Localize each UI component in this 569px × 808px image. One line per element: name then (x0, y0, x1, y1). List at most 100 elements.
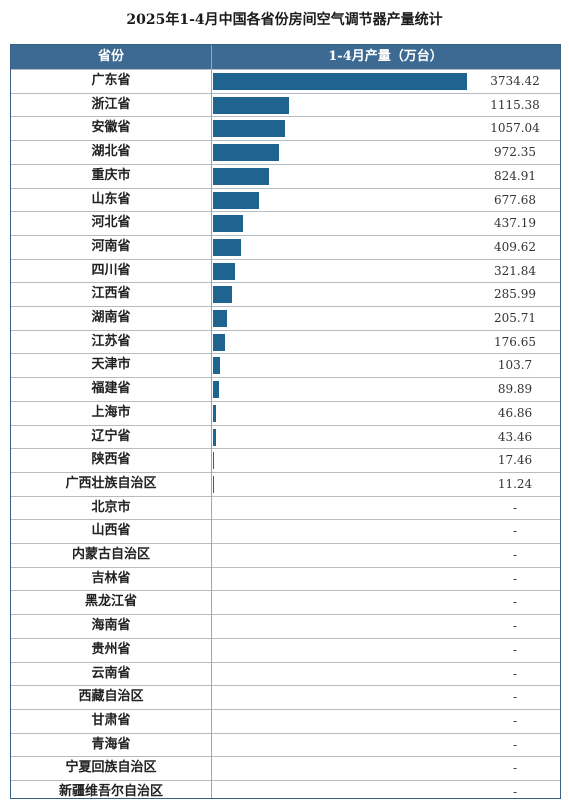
value-label: 285.99 (494, 287, 536, 302)
value-label: - (512, 524, 518, 539)
production-table: 省份 1-4月产量（万台） 广东省 3734.42 浙江省 1115.38 安徽省 105… (10, 44, 561, 799)
province-label: 山西省 (91, 523, 131, 539)
table-row: 贵州省 - (11, 637, 560, 662)
production-bar (213, 452, 215, 470)
value-label: 43.46 (497, 429, 533, 444)
production-bar (213, 167, 270, 185)
header-province: 省份 (97, 49, 124, 64)
value-label: - (512, 619, 518, 634)
province-label: 贵州省 (91, 641, 131, 657)
production-bar (213, 333, 225, 351)
province-label: 湖北省 (91, 144, 131, 160)
table-row: 内蒙古自治区 - (11, 543, 560, 567)
province-label: 海南省 (91, 618, 131, 634)
value-label: - (512, 500, 518, 515)
province-label: 甘肃省 (91, 712, 131, 728)
province-label: 河北省 (91, 215, 131, 231)
province-label: 内蒙古自治区 (71, 547, 150, 562)
value-label: 89.89 (497, 382, 533, 397)
table-row: 广西壮族自治区 11.24 (11, 471, 560, 496)
production-bar (213, 144, 280, 162)
table-row: 辽宁省 43.46 (11, 424, 560, 449)
table-row: 北京市 - (11, 495, 560, 520)
value-label: - (512, 595, 518, 610)
value-label: 103.7 (497, 358, 533, 373)
province-label: 湖南省 (91, 310, 131, 325)
table-row: 山西省 - (11, 519, 560, 543)
table-row: 浙江省 1115.38 (11, 92, 560, 117)
production-bar (213, 96, 289, 114)
value-label: 176.65 (494, 334, 536, 349)
table-row: 黑龙江省 - (11, 590, 560, 614)
value-label: 677.68 (494, 192, 536, 207)
table-row: 甘肃省 - (11, 708, 560, 733)
table-row: 湖北省 972.35 (11, 140, 560, 164)
table-header: 省份 1-4月产量（万台） (11, 45, 560, 69)
value-label: 409.62 (494, 239, 536, 254)
table-row: 云南省 - (11, 661, 560, 686)
province-label: 福建省 (91, 381, 131, 397)
production-bar (213, 120, 285, 138)
production-bar (213, 310, 227, 327)
province-label: 辽宁省 (91, 428, 131, 444)
chart-title: 2025年1-4月中国各省份房间空气调节器产量统计 (126, 12, 443, 28)
province-label: 江苏省 (91, 333, 131, 349)
production-bar (213, 381, 220, 399)
production-bar (213, 475, 214, 493)
table-row: 重庆市 824.91 (11, 163, 560, 188)
table-row: 吉林省 - (11, 566, 560, 591)
value-label: 205.71 (494, 311, 536, 325)
province-label: 广西壮族自治区 (65, 475, 157, 491)
table-row: 天津市 103.7 (11, 353, 560, 377)
production-bar (213, 404, 217, 422)
value-label: 11.24 (497, 476, 533, 491)
province-label: 北京市 (91, 499, 131, 515)
table-row: 上海市 46.86 (11, 400, 560, 425)
value-label: 321.84 (494, 263, 536, 278)
province-label: 广东省 (91, 73, 131, 88)
table-row: 河南省 409.62 (11, 234, 560, 259)
province-label: 天津市 (91, 357, 131, 373)
province-label: 河南省 (91, 238, 131, 254)
province-label: 重庆市 (91, 167, 131, 183)
value-label: - (512, 785, 518, 799)
value-label: 1115.38 (490, 97, 540, 112)
table-row: 广东省 3734.42 (11, 69, 560, 93)
province-label: 四川省 (91, 262, 131, 278)
table-row: 海南省 - (11, 614, 560, 638)
value-label: - (512, 642, 518, 657)
table-row: 江苏省 176.65 (11, 329, 560, 354)
table-row: 宁夏回族自治区 - (11, 756, 560, 780)
value-label: - (512, 690, 518, 705)
province-label: 云南省 (91, 665, 131, 681)
value-label: - (512, 548, 518, 562)
value-label: 437.19 (494, 216, 536, 231)
table-row: 河北省 437.19 (11, 211, 560, 235)
production-bar (213, 191, 260, 209)
value-label: 972.35 (494, 145, 536, 160)
production-bar (213, 215, 243, 233)
table-row: 山东省 677.68 (11, 187, 560, 212)
table-row: 四川省 321.84 (11, 258, 560, 283)
value-label: - (512, 713, 518, 728)
table-row: 青海省 - (11, 732, 560, 757)
production-bar (213, 262, 235, 280)
production-bar (213, 73, 467, 90)
province-label: 陕西省 (91, 452, 131, 468)
table-row: 湖南省 205.71 (11, 306, 560, 330)
production-bar (213, 428, 216, 446)
value-label: 824.91 (494, 168, 536, 183)
province-label: 江西省 (91, 286, 131, 302)
province-label: 吉林省 (91, 570, 131, 586)
province-label: 宁夏回族自治区 (65, 760, 157, 776)
table-row: 新疆维吾尔自治区 - (11, 780, 560, 804)
production-bar (213, 357, 221, 375)
value-label: 1057.04 (490, 121, 540, 136)
province-label: 山东省 (91, 191, 131, 207)
province-label: 浙江省 (91, 96, 131, 112)
province-label: 安徽省 (91, 120, 131, 136)
province-label: 青海省 (91, 736, 131, 752)
header-value: 1-4月产量（万台） (328, 49, 443, 64)
column-divider (211, 45, 212, 798)
province-label: 上海市 (91, 404, 131, 420)
